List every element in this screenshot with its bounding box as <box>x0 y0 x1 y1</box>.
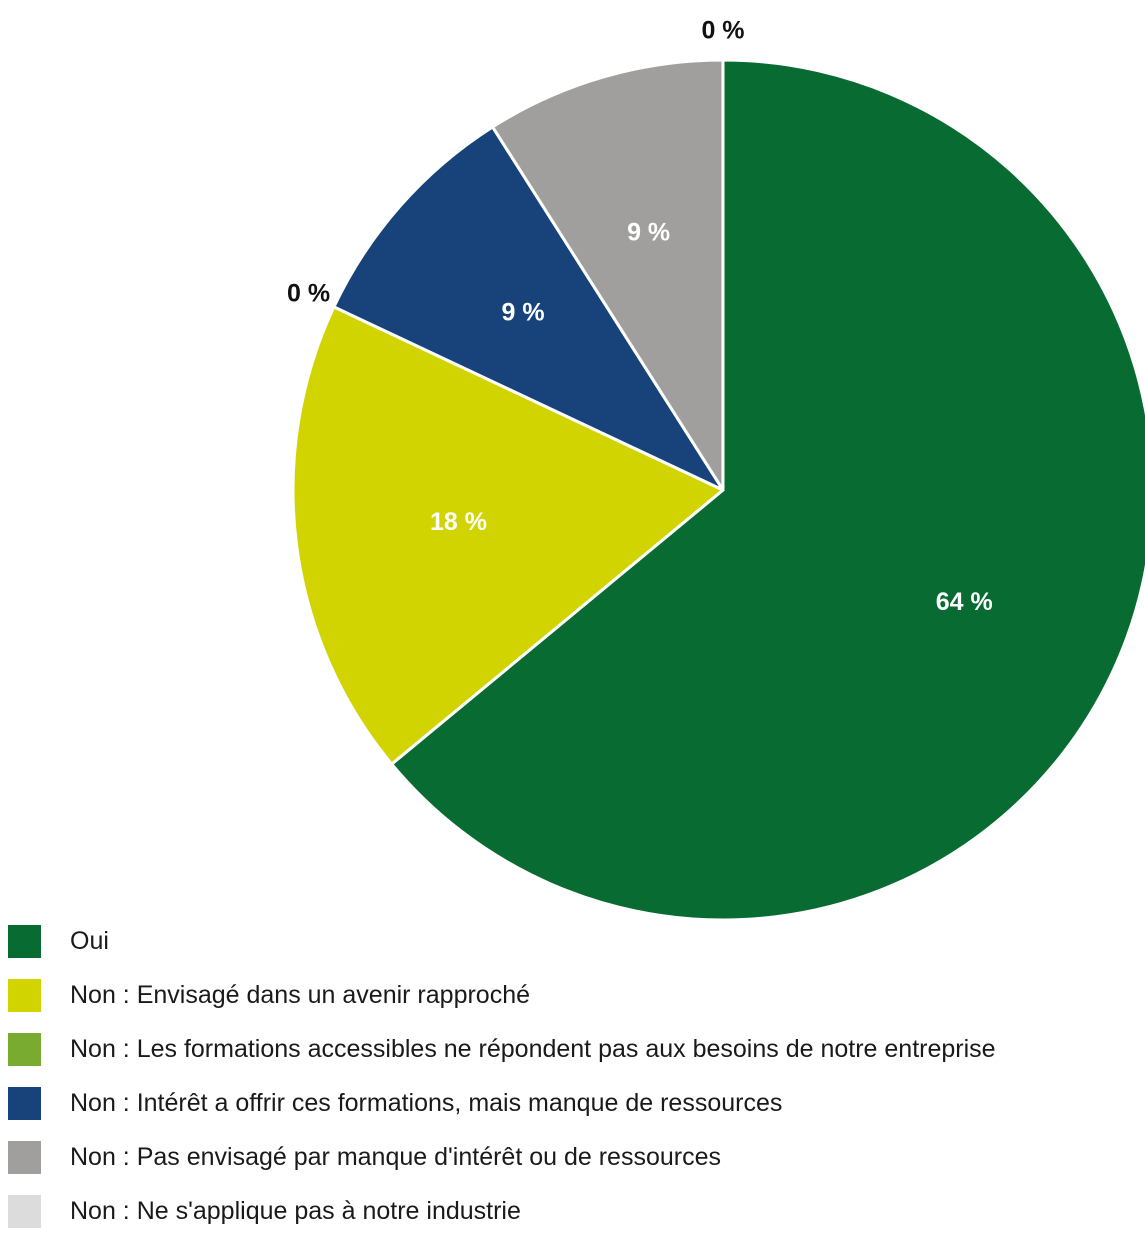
legend-item-pas-envisage: Non : Pas envisagé par manque d'intérêt … <box>8 1136 996 1178</box>
legend-item-ne-s-applique-pas: Non : Ne s'applique pas à notre industri… <box>8 1190 996 1232</box>
legend-label-manque-ressources: Non : Intérêt a offrir ces formations, m… <box>70 1088 783 1117</box>
pie-slice-non-pas-envisage-par-manque-d-interet-ou <box>491 58 725 492</box>
legend-item-oui: Oui <box>8 920 996 962</box>
slice-value-label-oui: 64 % <box>936 588 993 616</box>
slice-value-label-non-envisage-dans-un-avenir-rapproche: 18 % <box>430 508 487 536</box>
slice-value-label-non-les-formations-accessibles-ne-repond: 0 % <box>287 280 330 308</box>
legend-label-envisage: Non : Envisagé dans un avenir rapproché <box>70 980 531 1009</box>
legend-label-pas-envisage: Non : Pas envisagé par manque d'intérêt … <box>70 1142 721 1171</box>
legend-item-manque-ressources: Non : Intérêt a offrir ces formations, m… <box>8 1082 996 1124</box>
chart-legend: Oui Non : Envisagé dans un avenir rappro… <box>8 920 996 1244</box>
legend-label-oui: Oui <box>70 926 109 955</box>
pie-slice-non-envisage-dans-un-avenir-rapproche <box>291 305 725 766</box>
legend-swatch-manque-ressources <box>8 1086 41 1120</box>
legend-label-formations-inadaptees: Non : Les formations accessibles ne répo… <box>70 1034 996 1063</box>
slice-value-label-non-ne-s-applique-pas-a-notre-industrie: 0 % <box>701 17 744 45</box>
pie-chart: 64 % 18 % 0 % 9 % 9 % 0 % <box>287 17 1145 920</box>
legend-swatch-envisage <box>8 978 41 1012</box>
pie-slice-non-interet-a-offrir-ces-formations-mais <box>332 125 725 492</box>
slice-value-label-non-interet-a-offrir-ces-formations-mais: 9 % <box>501 298 544 326</box>
legend-label-ne-s-applique-pas: Non : Ne s'applique pas à notre industri… <box>70 1196 521 1225</box>
legend-swatch-ne-s-applique-pas <box>8 1194 41 1228</box>
legend-item-formations-inadaptees: Non : Les formations accessibles ne répo… <box>8 1028 996 1070</box>
legend-swatch-pas-envisage <box>8 1140 41 1174</box>
legend-item-envisage: Non : Envisagé dans un avenir rapproché <box>8 974 996 1016</box>
slice-value-label-non-pas-envisage-par-manque-d-interet-ou: 9 % <box>627 219 670 247</box>
legend-swatch-formations-inadaptees <box>8 1032 41 1066</box>
pie-slice-oui <box>390 58 1145 920</box>
legend-swatch-oui <box>8 924 41 958</box>
